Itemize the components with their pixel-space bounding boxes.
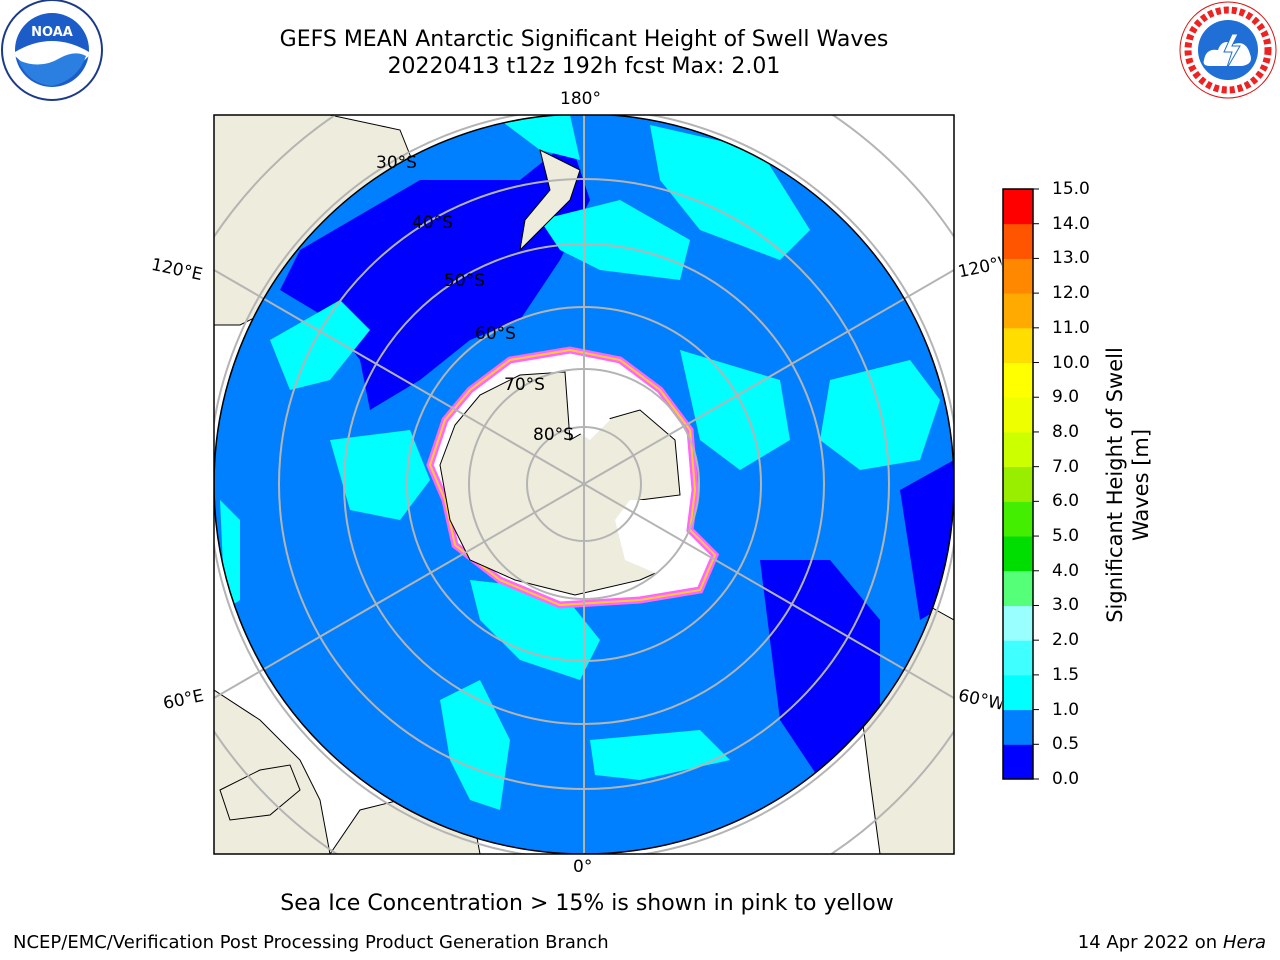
map-frame <box>213 114 955 855</box>
swell-high-patch <box>820 360 940 470</box>
colorbar-segment <box>1003 397 1033 433</box>
colorbar-segment <box>1003 605 1033 641</box>
colorbar-segment <box>1003 744 1033 780</box>
colorbar-tick-label: 1.0 <box>1052 699 1080 720</box>
colorbar-frame <box>1002 188 1034 780</box>
sea-ice-note: Sea Ice Concentration > 15% is shown in … <box>0 891 1280 917</box>
colorbar-title: Significant Height of Swell Waves [m] <box>1102 347 1154 623</box>
colorbar-tick-label: 6.0 <box>1052 491 1080 512</box>
swell-low-region-3 <box>900 460 954 620</box>
swell-high-patch <box>500 115 580 160</box>
footer-date-text: 14 Apr 2022 on <box>1077 932 1223 953</box>
lon-label-top: 180° <box>560 89 601 109</box>
colorbar-segment <box>1003 258 1033 294</box>
colorbar-tick-label: 14.0 <box>1052 213 1090 234</box>
colorbar-tick-label: 3.0 <box>1052 595 1080 616</box>
colorbar-segment <box>1003 570 1033 606</box>
nws-logo-icon <box>1179 1 1277 99</box>
colorbar-tick-label: 0.5 <box>1052 734 1080 755</box>
lat-label: 70°S <box>504 375 545 395</box>
colorbar-tick-label: 8.0 <box>1052 421 1080 442</box>
colorbar-segment <box>1003 640 1033 676</box>
colorbar-tick-label: 10.0 <box>1052 352 1090 373</box>
swell-high-patch <box>330 430 430 520</box>
ice-shelf <box>615 500 700 575</box>
colorbar-tick-label: 5.0 <box>1052 526 1080 547</box>
colorbar-segment <box>1003 466 1033 502</box>
colorbar-segment <box>1003 223 1033 259</box>
swell-high-patch <box>440 680 510 810</box>
lat-label: 60°S <box>475 324 516 344</box>
sea-ice-edge-inner <box>428 348 717 607</box>
lon-label-bottom: 0° <box>573 857 593 877</box>
colorbar-segment <box>1003 536 1033 572</box>
chart-title: GEFS MEAN Antarctic Significant Height o… <box>279 27 889 52</box>
colorbar-title-line1: Significant Height of Swell <box>1103 347 1127 623</box>
colorbar-segment <box>1003 189 1033 225</box>
colorbar-segment <box>1003 674 1033 711</box>
colorbar-tick-label: 15.0 <box>1052 179 1090 199</box>
new-zealand-land <box>519 149 581 252</box>
swell-high-patch <box>270 300 370 390</box>
colorbar-segment <box>1003 709 1033 745</box>
graticule <box>214 115 954 854</box>
lat-label: 40°S <box>412 213 453 233</box>
lat-label: 50°S <box>444 271 485 291</box>
colorbar-tick-label: 2.0 <box>1052 630 1080 651</box>
colorbar-tick-label: 7.0 <box>1052 456 1080 477</box>
footer-date: 14 Apr 2022 on Hera <box>1078 932 1266 954</box>
colorbar-tick-label: 11.0 <box>1052 317 1090 338</box>
lat-label: 30°S <box>376 153 417 173</box>
colorbar-segment <box>1003 293 1033 329</box>
lat-label: 80°S <box>533 425 574 445</box>
sea-ice-note-text: Sea Ice Concentration > 15% is shown in … <box>280 891 894 916</box>
footer-host: Hera <box>1222 932 1266 953</box>
colorbar-segment <box>1003 327 1033 364</box>
noaa-logo-icon: NOAA <box>1 0 103 101</box>
svg-text:NOAA: NOAA <box>31 25 73 40</box>
chart-subtitle: 20220413 t12z 192h fcst Max: 2.01 <box>387 54 781 79</box>
swell-high-patch <box>540 200 690 280</box>
colorbar-tick-label: 13.0 <box>1052 248 1090 269</box>
colorbar-tick-label: 12.0 <box>1052 283 1090 304</box>
colorbar-title-line2: Waves [m] <box>1129 428 1153 542</box>
colorbar <box>1002 188 1039 780</box>
footer-credit: NCEP/EMC/Verification Post Processing Pr… <box>13 932 609 953</box>
colorbar-tick-label: 1.5 <box>1052 664 1080 685</box>
colorbar-tick-label: 4.0 <box>1052 560 1080 581</box>
madagascar-island <box>219 764 301 821</box>
colorbar-segment <box>1003 501 1033 537</box>
colorbar-tick-label: 0.0 <box>1052 769 1080 789</box>
swell-high-patch <box>650 125 810 260</box>
colorbar-segment <box>1003 431 1033 468</box>
colorbar-segment <box>1003 362 1033 398</box>
swell-low-region-2 <box>760 560 880 780</box>
colorbar-tick-label: 9.0 <box>1052 387 1080 408</box>
